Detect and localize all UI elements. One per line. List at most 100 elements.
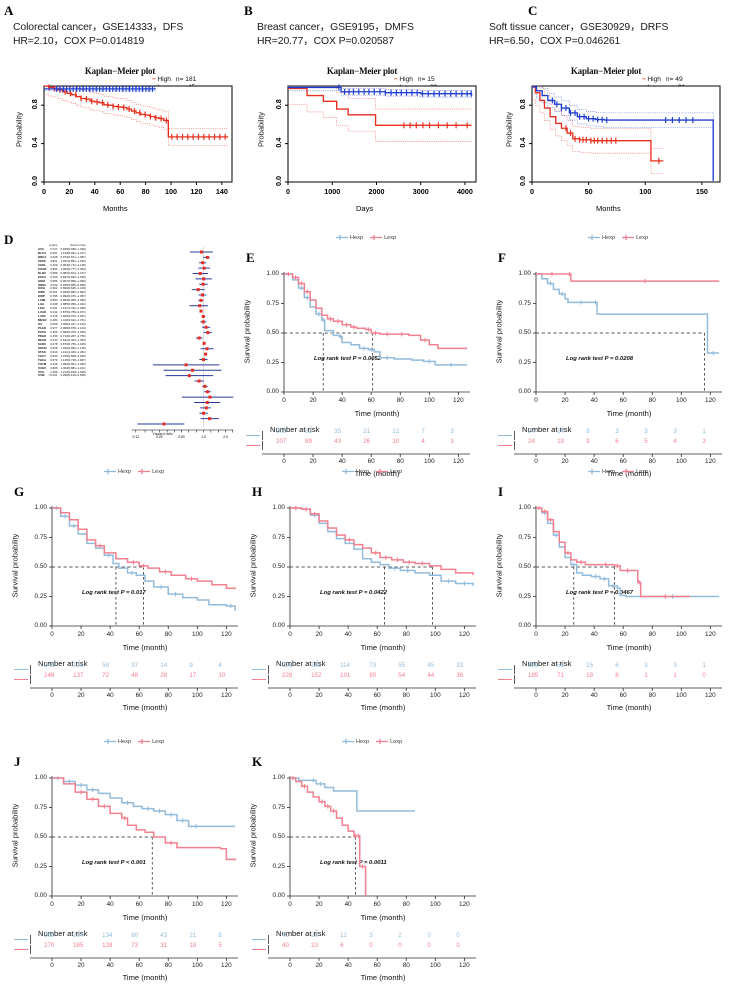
nrisk-value: 82 [305,428,312,435]
risk-x-tick-label: 80 [402,962,410,969]
panel-a-km-canvas: 0 20 40 60 80 100 120 140 0.0 0.4 0.8 [30,84,233,196]
nrisk-value: 72 [102,672,110,679]
panel-e-legend: Hexp Lexp [336,234,396,241]
x-tick-label: 20 [315,631,323,638]
risk-x-tick-label: 60 [619,692,627,699]
forest-cancer-type: LGG [38,302,45,307]
x-tick-label: 0 [288,901,292,908]
nrisk-row-hexp [252,665,269,674]
y-tick-label: 0.00 [272,622,285,629]
x-tick-label: 120 [453,397,464,404]
nrisk-value: 128 [102,942,113,949]
forest-hazard-ratio: 1.006(0.777−1.300) [60,266,86,271]
legend-item-lexp: Lexp [376,738,402,745]
nrisk-row-lexp [246,441,263,450]
svg-text:100: 100 [165,187,177,196]
nrisk-row-lexp [498,675,515,684]
nrisk-value: 3 [644,428,648,435]
svg-text:0.50: 0.50 [178,435,185,439]
x-tick-label: 20 [561,397,569,404]
x-tick-label: 80 [396,397,404,404]
nrisk-key-lexp [252,948,266,951]
panel-g-survival: G Hexp Lexp Survival probability Time (month… [0,462,250,712]
risk-x-tick-label: 80 [648,458,656,465]
nrisk-value: 270 [44,942,55,949]
x-tick-label: 60 [373,631,381,638]
legend-key-hexp [588,234,600,241]
nrisk-value: 14 [557,428,564,435]
nrisk-divider [268,665,269,674]
forest-hazard-ratio: 0.925(0.890−0.962) [60,290,86,295]
legend-key-hexp [104,468,116,475]
risk-x-axis-title: Time (month) [360,973,406,982]
nrisk-key-hexp [246,434,260,437]
forest-hazard-ratio: 1.003(0.881−1.141) [60,365,86,370]
panel-h-canvas [268,505,476,691]
panel-b-caption-line2: HR=20.77，COX P=0.020587 [257,36,394,47]
panel-h-survival: H Hexp Lexp Survival probability Time (month… [238,462,488,712]
forest-row: SARC 0.078 0.873(0.756−1.015) [38,342,86,347]
forest-pvalue: 0.954 [50,266,58,271]
legend-key-lexp [376,738,389,745]
risk-x-tick-label: 40 [590,692,598,699]
forest-row: LUSC 0.375 1.020(0.976−1.067) [38,314,86,319]
svg-text:50: 50 [585,187,593,196]
panel-i-legend: Hexp Lexp [588,468,648,475]
forest-cancer-type: LUAD [38,310,47,315]
legend-label-high: High [399,76,413,83]
nrisk-value: 43 [334,438,342,445]
risk-x-tick-label: 20 [315,692,323,699]
x-tick-label: 80 [164,631,172,638]
forest-hazard-ratio: 1.131(1.026−1.261) [60,349,86,354]
risk-x-axis-title: Time (month) [606,703,652,712]
x-tick-label: 40 [338,397,346,404]
nrisk-value: 24 [528,428,535,435]
legend-key-hexp [104,738,116,745]
forest-row: KIRP 0.785 0.992(0.976−1.057) [38,294,86,299]
nrisk-value: 163 [311,662,322,669]
nrisk-divider [30,665,31,674]
forest-header-pvalue: pvalue [48,243,58,247]
risk-x-axis-title: Time (month) [354,469,400,478]
x-tick-label: 0 [288,631,292,638]
risk-x-tick-label: 120 [221,692,232,699]
legend-item-lexp: Lexp [138,738,164,745]
x-tick-label: 100 [429,631,441,638]
legend-n-high: n= 181 [175,76,197,83]
forest-hazard-ratio: 1.020(0.976−1.067) [60,314,86,319]
nrisk-value: 36 [456,672,464,679]
legend-dash-high: − [152,76,156,83]
risk-x-tick-label: 0 [288,962,292,969]
legend-label-high: High [157,76,171,83]
risk-x-tick-label: 20 [315,962,323,969]
forest-row: UCEC 0.968 1.003(0.881−1.141) [38,365,86,371]
y-tick-label: 0.75 [518,533,531,541]
forest-pvalue: 0.032 [50,282,58,287]
forest-pvalue: 0.106 [50,274,58,279]
panel-h-logrank-label: Log rank test P = 0.0422 [320,590,388,597]
nrisk-value: 6 [615,438,619,445]
forest-hazard-ratio: 0.904(0.712−1.148) [60,262,86,267]
forest-cancer-type: READ [38,337,47,342]
nrisk-value: 248 [44,662,55,669]
forest-row: ESCA 0.106 0.847(0.693−1.036) [38,274,86,280]
risk-x-axis-title: Time (month) [606,469,652,478]
x-tick-label: 40 [590,631,598,638]
risk-x-tick-label: 120 [221,962,232,969]
nrisk-value: 12 [340,932,348,939]
nrisk-value: 3 [673,662,677,669]
forest-cancer-type: ESCA [38,274,47,279]
panel-i-canvas [514,505,722,691]
nrisk-value: 4 [218,662,222,669]
panel-j-nrisk-title: Number at risk [38,929,88,938]
forest-hazard-ratio: 1.129(0.991−1.217) [60,250,86,255]
forest-cancer-type: THCA [38,357,47,362]
svg-text:0.4: 0.4 [30,138,39,148]
legend-dash-high: − [642,76,646,83]
panel-f-nrisk-title: Number at risk [522,425,572,434]
nrisk-value: 3 [615,428,619,435]
nrisk-key-hexp [14,668,28,671]
nrisk-value: 101 [340,672,351,679]
forest-pvalue: 0.727 [50,246,58,251]
nrisk-value: 269 [44,932,55,939]
